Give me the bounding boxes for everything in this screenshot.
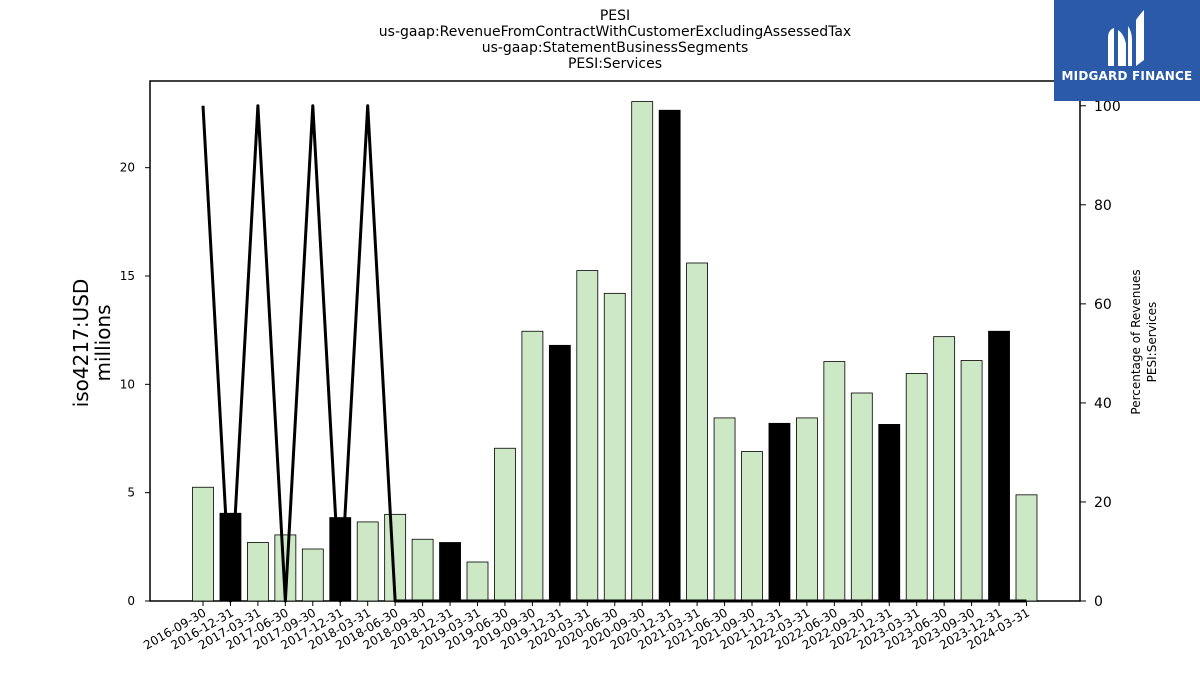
bar (548, 344, 571, 602)
y2-tick-label: 0 (1094, 594, 1103, 610)
y-tick-label: 0 (127, 594, 135, 608)
bar (988, 330, 1010, 602)
bar (192, 486, 214, 602)
bar (466, 561, 489, 602)
y-axis-left: 0 5 10 15 20 (120, 161, 150, 608)
y2-tick-label: 80 (1094, 198, 1112, 214)
chart-title-line: us-gaap:RevenueFromContractWithCustomerE… (379, 24, 851, 40)
bar (768, 422, 791, 602)
bar (356, 521, 379, 602)
chart-title: PESI us-gaap:RevenueFromContractWithCust… (379, 8, 851, 72)
bar (494, 447, 516, 602)
chart-title-line: us-gaap:StatementBusinessSegments (482, 40, 749, 56)
logo: MIDGARD FINANCE (1054, 0, 1200, 101)
bar (658, 109, 681, 602)
bar (878, 424, 901, 602)
bar (823, 361, 846, 602)
bar (960, 360, 983, 602)
bar (439, 542, 461, 602)
y2-tick-label: 20 (1094, 495, 1112, 511)
y-axis-right: 0 20 40 60 80 100 (1080, 99, 1121, 610)
y2-axis-label-line: Percentage of Revenues (1129, 269, 1143, 414)
logo-text: MIDGARD FINANCE (1061, 69, 1193, 83)
bar (933, 336, 956, 602)
bar-series (192, 101, 1038, 602)
bar (713, 417, 736, 602)
y2-axis-label: Percentage of Revenues PESI:Services (1129, 269, 1159, 414)
bar (850, 392, 873, 602)
midgard-logo-icon (1108, 10, 1144, 66)
bar (686, 262, 708, 602)
y-tick-label: 10 (120, 377, 135, 391)
y-tick-label: 20 (120, 161, 135, 175)
y-tick-label: 15 (120, 269, 135, 283)
y2-tick-label: 100 (1094, 99, 1121, 115)
y-tick-label: 5 (127, 486, 135, 500)
bar (576, 270, 599, 602)
bar (631, 101, 654, 602)
y2-axis-label-line: PESI:Services (1145, 302, 1159, 383)
x-axis: 2016-09-302016-12-312017-03-312017-06-30… (141, 601, 1032, 652)
bar (741, 451, 763, 602)
bar (411, 538, 434, 602)
bar (603, 292, 626, 602)
chart-title-line: PESI (600, 8, 630, 24)
bar (521, 330, 544, 602)
bar (905, 373, 928, 602)
y2-tick-label: 40 (1094, 396, 1112, 412)
y2-tick-label: 60 (1094, 297, 1112, 313)
y-axis-label-line: iso4217:USD (69, 279, 93, 408)
bar (301, 548, 324, 602)
bar (1015, 494, 1038, 602)
chart-title-line: PESI:Services (568, 56, 662, 72)
y-axis-label-line: millions (91, 304, 115, 381)
y-axis-label: iso4217:USD millions (69, 279, 115, 408)
bar (796, 417, 818, 602)
bar (246, 542, 269, 602)
